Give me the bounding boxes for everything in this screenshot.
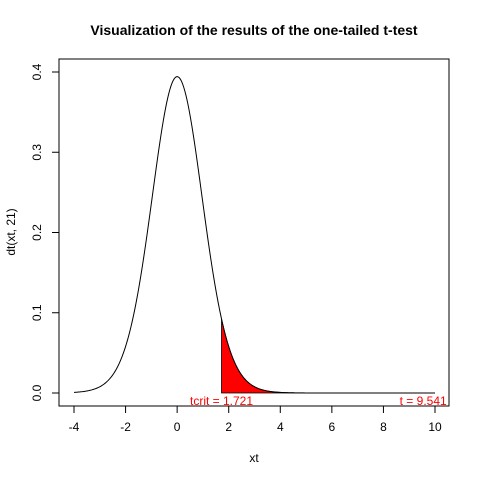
x-tick-label: 8 xyxy=(380,420,387,434)
x-tick-label: 6 xyxy=(329,420,336,434)
x-tick-label: 10 xyxy=(428,420,442,434)
y-tick-label: 0.2 xyxy=(30,224,44,241)
plot-frame xyxy=(58,58,450,407)
x-tick-label: -2 xyxy=(120,420,131,434)
density-curve-group xyxy=(73,76,435,394)
y-tick-label: 0.4 xyxy=(30,63,44,80)
density-curve xyxy=(73,76,435,394)
shaded-rejection-region-group xyxy=(221,318,435,394)
y-axis-label: dt(xt, 21) xyxy=(4,208,18,255)
tcrit-annotation: tcrit = 1.721 xyxy=(190,394,253,408)
x-tick-label: 2 xyxy=(225,420,232,434)
x-tick-label: 0 xyxy=(174,420,181,434)
annotation-group: tcrit = 1.721 t = 9.541 xyxy=(190,394,447,408)
rejection-region-area xyxy=(221,318,435,394)
x-axis: -4 -2 0 2 4 6 8 10 xyxy=(69,405,442,434)
y-tick-label: 0.0 xyxy=(30,384,44,401)
y-axis: 0.0 0.1 0.2 0.3 0.4 xyxy=(30,63,60,401)
x-tick-label: 4 xyxy=(277,420,284,434)
x-axis-label: xt xyxy=(249,451,259,465)
y-tick-label: 0.3 xyxy=(30,144,44,161)
y-tick-label: 0.1 xyxy=(30,304,44,321)
chart-title: Visualization of the results of the one-… xyxy=(90,22,418,38)
t-statistic-annotation: t = 9.541 xyxy=(400,394,447,408)
x-tick-label: -4 xyxy=(69,420,80,434)
